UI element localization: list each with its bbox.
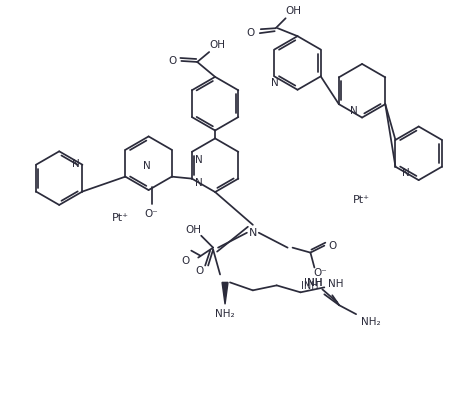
Text: O⁻: O⁻ — [145, 209, 159, 219]
Text: O⁻: O⁻ — [313, 268, 327, 279]
Text: Pt⁺: Pt⁺ — [112, 213, 129, 223]
Text: O: O — [247, 28, 255, 38]
Text: O: O — [195, 266, 203, 277]
Text: N: N — [195, 155, 203, 165]
Text: N: N — [72, 159, 80, 169]
Text: N: N — [195, 178, 203, 188]
Text: NH₂: NH₂ — [215, 309, 235, 319]
Text: NH: NH — [329, 279, 344, 289]
Polygon shape — [222, 282, 228, 304]
Text: OH: OH — [209, 40, 225, 50]
Text: N: N — [143, 161, 150, 171]
Text: N: N — [402, 168, 410, 178]
Text: OH: OH — [285, 6, 301, 16]
Text: INH: INH — [304, 279, 323, 288]
Text: NH₂: NH₂ — [361, 317, 381, 327]
Text: INH: INH — [304, 279, 323, 288]
Text: O: O — [181, 256, 189, 266]
Text: Pt⁺: Pt⁺ — [353, 195, 370, 205]
Text: N: N — [350, 106, 358, 115]
Text: O: O — [328, 241, 337, 251]
Text: N: N — [248, 228, 257, 238]
Text: OH: OH — [185, 225, 201, 235]
Text: INH: INH — [301, 281, 318, 292]
Text: N: N — [271, 78, 278, 88]
Text: O: O — [168, 56, 177, 66]
